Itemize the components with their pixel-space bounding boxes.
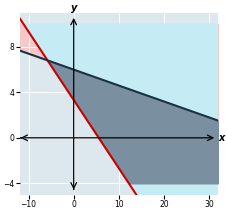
Text: y: y [71, 3, 77, 13]
Text: x: x [218, 133, 224, 143]
